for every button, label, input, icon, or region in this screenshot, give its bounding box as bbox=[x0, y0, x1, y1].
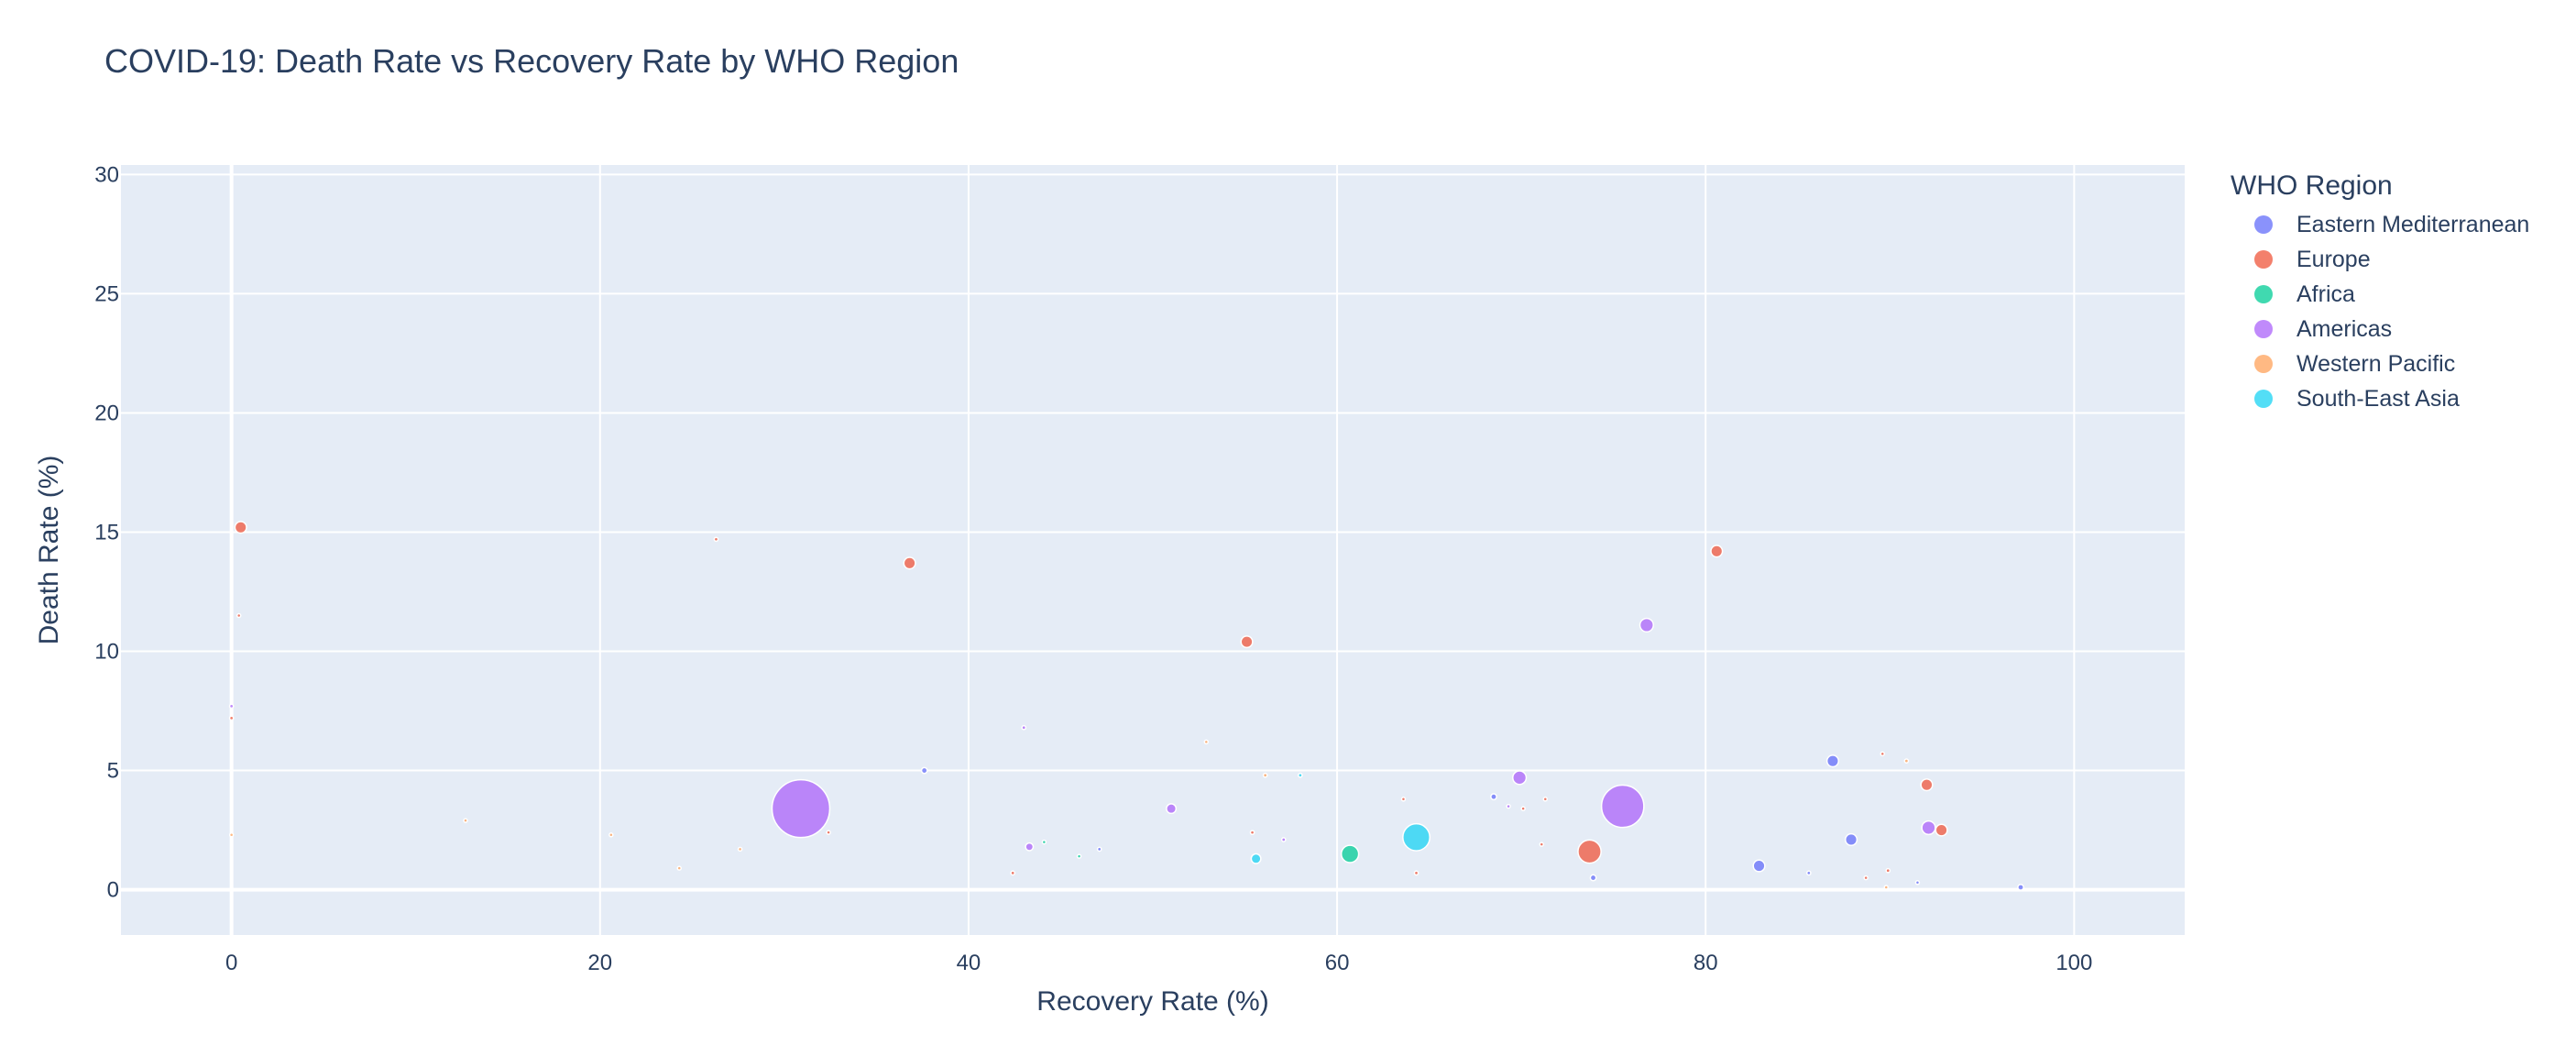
data-point[interactable] bbox=[234, 521, 247, 534]
x-axis-title: Recovery Rate (%) bbox=[1036, 986, 1268, 1017]
y-tick-label: 25 bbox=[94, 281, 119, 306]
y-tick-label: 5 bbox=[107, 759, 119, 784]
x-tick-label: 80 bbox=[1694, 951, 1718, 975]
legend-item[interactable]: Eastern Mediterranean bbox=[2231, 207, 2529, 242]
grid-lines bbox=[121, 165, 2185, 935]
data-point[interactable] bbox=[1920, 778, 1934, 792]
data-point[interactable] bbox=[1041, 839, 1047, 845]
data-point[interactable] bbox=[1639, 617, 1654, 633]
data-point[interactable] bbox=[1935, 823, 1948, 837]
data-point[interactable] bbox=[1413, 870, 1420, 876]
data-point[interactable] bbox=[1025, 842, 1035, 852]
legend-label: Eastern Mediterranean bbox=[2296, 211, 2530, 237]
data-point[interactable] bbox=[1805, 870, 1812, 876]
data-point[interactable] bbox=[228, 715, 235, 721]
data-point[interactable] bbox=[1076, 853, 1082, 859]
data-point[interactable] bbox=[1589, 874, 1597, 882]
data-point[interactable] bbox=[1903, 758, 1910, 764]
data-point[interactable] bbox=[1250, 852, 1262, 864]
x-tick-label: 60 bbox=[1325, 951, 1350, 975]
legend-swatch-icon bbox=[2254, 355, 2273, 373]
data-point[interactable] bbox=[713, 536, 719, 543]
data-point[interactable] bbox=[1520, 806, 1526, 811]
data-point[interactable] bbox=[1280, 837, 1287, 842]
legend-swatch-icon bbox=[2254, 250, 2273, 269]
data-point[interactable] bbox=[1402, 822, 1431, 852]
data-point[interactable] bbox=[920, 766, 928, 775]
data-point[interactable] bbox=[1883, 885, 1890, 890]
data-point[interactable] bbox=[1863, 874, 1869, 881]
legend-items: Eastern Mediterranean Europe Africa America… bbox=[2231, 207, 2529, 416]
legend-swatch-icon bbox=[2254, 285, 2273, 303]
chart-title: COVID-19: Death Rate vs Recovery Rate by… bbox=[104, 42, 959, 80]
data-point[interactable] bbox=[236, 612, 242, 619]
data-point[interactable] bbox=[1506, 803, 1511, 809]
data-point[interactable] bbox=[1340, 844, 1360, 864]
legend-label: Western Pacific bbox=[2296, 350, 2456, 377]
legend-item[interactable]: Africa bbox=[2231, 277, 2529, 312]
data-point[interactable] bbox=[1885, 867, 1891, 874]
data-point[interactable] bbox=[1542, 797, 1549, 802]
data-point[interactable] bbox=[1845, 832, 1858, 847]
legend-label: Europe bbox=[2296, 246, 2371, 272]
data-point[interactable] bbox=[903, 556, 916, 570]
legend-item[interactable]: South-East Asia bbox=[2231, 381, 2529, 416]
y-tick-label: 15 bbox=[94, 520, 119, 544]
data-point[interactable] bbox=[1512, 770, 1528, 786]
y-axis-title: Death Rate (%) bbox=[34, 456, 64, 645]
data-point[interactable] bbox=[676, 865, 682, 871]
data-point[interactable] bbox=[1096, 846, 1102, 852]
data-point[interactable] bbox=[1262, 772, 1268, 778]
data-point[interactable] bbox=[1539, 842, 1545, 847]
plot-area-background bbox=[121, 165, 2185, 935]
legend: WHO Region Eastern Mediterranean Europe Af… bbox=[2231, 170, 2529, 416]
data-point[interactable] bbox=[1752, 859, 1766, 873]
data-point[interactable] bbox=[1921, 820, 1936, 836]
data-point[interactable] bbox=[1400, 797, 1407, 802]
legend-item[interactable]: Europe bbox=[2231, 242, 2529, 277]
data-point[interactable] bbox=[737, 846, 743, 852]
data-point[interactable] bbox=[771, 778, 831, 839]
legend-item[interactable]: Americas bbox=[2231, 312, 2529, 346]
y-tick-label: 0 bbox=[107, 878, 119, 903]
x-tick-label: 20 bbox=[587, 951, 612, 975]
legend-label: South-East Asia bbox=[2296, 385, 2460, 412]
data-point[interactable] bbox=[228, 703, 235, 710]
data-point[interactable] bbox=[608, 832, 614, 838]
data-point[interactable] bbox=[1203, 739, 1210, 745]
data-point[interactable] bbox=[1710, 544, 1724, 558]
data-point[interactable] bbox=[463, 818, 468, 823]
legend-item[interactable]: Western Pacific bbox=[2231, 346, 2529, 381]
y-tick-label: 30 bbox=[94, 162, 119, 187]
data-point[interactable] bbox=[1021, 724, 1027, 731]
data-point[interactable] bbox=[1166, 803, 1178, 815]
data-point[interactable] bbox=[1298, 772, 1303, 778]
y-tick-label: 20 bbox=[94, 401, 119, 425]
data-point[interactable] bbox=[1825, 754, 1840, 768]
data-point[interactable] bbox=[1914, 880, 1921, 886]
data-point[interactable] bbox=[1249, 830, 1255, 836]
x-tick-label: 100 bbox=[2055, 951, 2092, 975]
data-point[interactable] bbox=[228, 832, 235, 838]
legend-label: Americas bbox=[2296, 315, 2393, 342]
data-points[interactable] bbox=[228, 521, 2024, 891]
data-point[interactable] bbox=[1880, 751, 1885, 757]
legend-swatch-icon bbox=[2254, 390, 2273, 408]
legend-swatch-icon bbox=[2254, 215, 2273, 234]
x-tick-label: 40 bbox=[957, 951, 981, 975]
y-tick-label: 10 bbox=[94, 640, 119, 665]
legend-swatch-icon bbox=[2254, 320, 2273, 338]
data-point[interactable] bbox=[1600, 784, 1645, 829]
x-tick-label: 0 bbox=[225, 951, 237, 975]
tick-labels: 0 20 40 60 80 100 0 5 10 15 20 25 30 bbox=[94, 162, 2092, 975]
data-point[interactable] bbox=[2017, 884, 2024, 891]
data-point[interactable] bbox=[1577, 839, 1602, 864]
data-point[interactable] bbox=[826, 830, 831, 835]
data-point[interactable] bbox=[1240, 635, 1254, 649]
data-point[interactable] bbox=[1010, 870, 1016, 876]
legend-title: WHO Region bbox=[2231, 170, 2393, 201]
legend-label: Africa bbox=[2296, 280, 2355, 307]
data-point[interactable] bbox=[1490, 793, 1497, 801]
